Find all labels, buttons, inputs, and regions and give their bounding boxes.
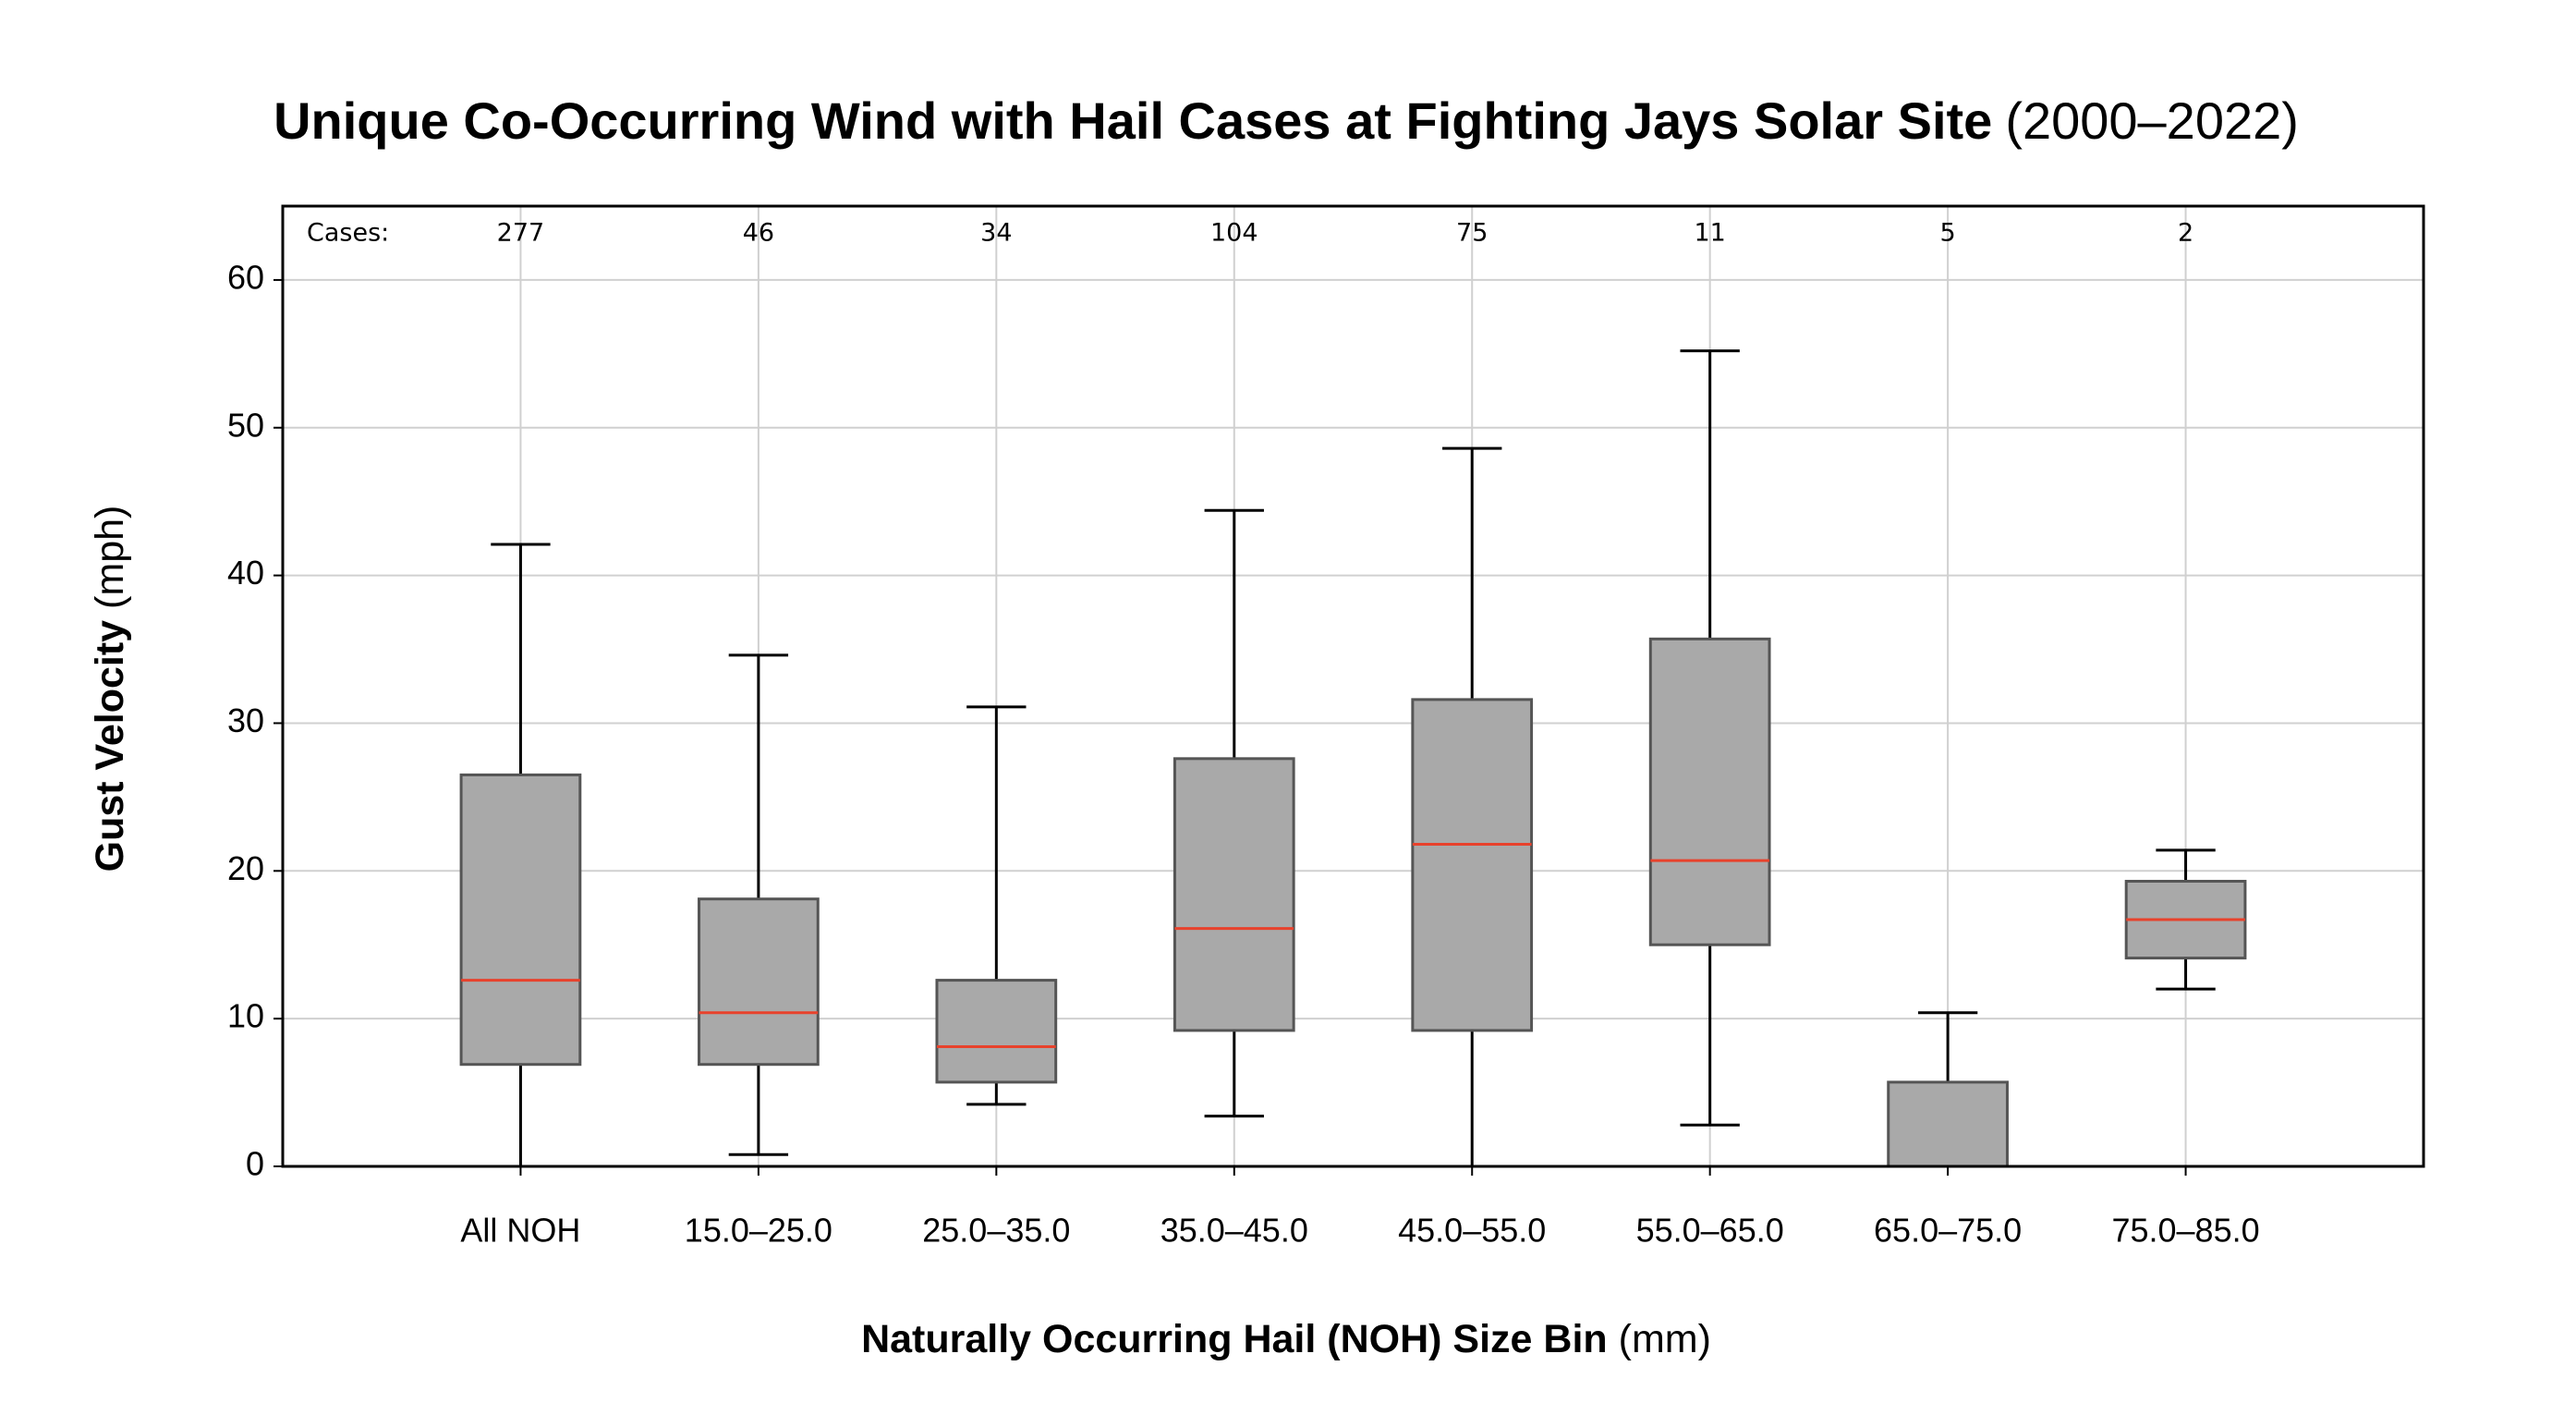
case-count: 75 [1456, 219, 1488, 248]
case-count: 46 [743, 219, 774, 248]
box [698, 897, 820, 1067]
x-tick-label: 45.0–55.0 [1398, 1212, 1546, 1250]
x-tick-label: 25.0–35.0 [922, 1212, 1070, 1250]
x-tick-label: 65.0–75.0 [1874, 1212, 2022, 1250]
box [1411, 698, 1534, 1032]
box [1173, 757, 1295, 1032]
case-count: 2 [2178, 219, 2193, 248]
y-tick-label: 0 [246, 1145, 264, 1183]
y-label-suffix: (mph) [88, 506, 132, 609]
x-label-main: Naturally Occurring Hail (NOH) Size Bin [861, 1317, 1608, 1361]
box [1648, 637, 1771, 946]
x-tick-label: 15.0–25.0 [685, 1212, 832, 1250]
box [1887, 1080, 2009, 1168]
case-count: 11 [1694, 219, 1725, 248]
y-tick-label: 20 [227, 849, 264, 887]
y-tick-label: 40 [227, 554, 264, 592]
y-tick-label: 60 [227, 258, 264, 296]
title-suffix: (2000–2022) [2005, 91, 2299, 150]
y-tick-label: 50 [227, 406, 264, 444]
x-tick-label: 55.0–65.0 [1636, 1212, 1784, 1250]
case-count: 277 [497, 219, 545, 248]
case-count: 5 [1940, 219, 1956, 248]
x-label-suffix: (mm) [1619, 1317, 1711, 1361]
chart-title: Unique Co-Occurring Wind with Hail Cases… [273, 91, 2299, 150]
box [459, 773, 582, 1067]
x-axis-label: Naturally Occurring Hail (NOH) Size Bin(… [861, 1317, 1711, 1361]
cases-label: Cases: [307, 219, 389, 248]
x-tick-label: All NOH [460, 1212, 580, 1250]
y-label-main: Gust Velocity [88, 620, 132, 872]
y-tick-label: 30 [227, 701, 264, 739]
y-axis-label: Gust Velocity (mph) [88, 506, 132, 872]
case-count: 34 [980, 219, 1012, 248]
x-tick-label: 35.0–45.0 [1160, 1212, 1308, 1250]
case-count: 104 [1210, 219, 1258, 248]
title-main: Unique Co-Occurring Wind with Hail Cases… [273, 91, 1992, 150]
plot-frame [281, 204, 2425, 1168]
y-tick-label: 10 [227, 997, 264, 1035]
x-tick-label: 75.0–85.0 [2111, 1212, 2259, 1250]
box [935, 979, 1058, 1084]
